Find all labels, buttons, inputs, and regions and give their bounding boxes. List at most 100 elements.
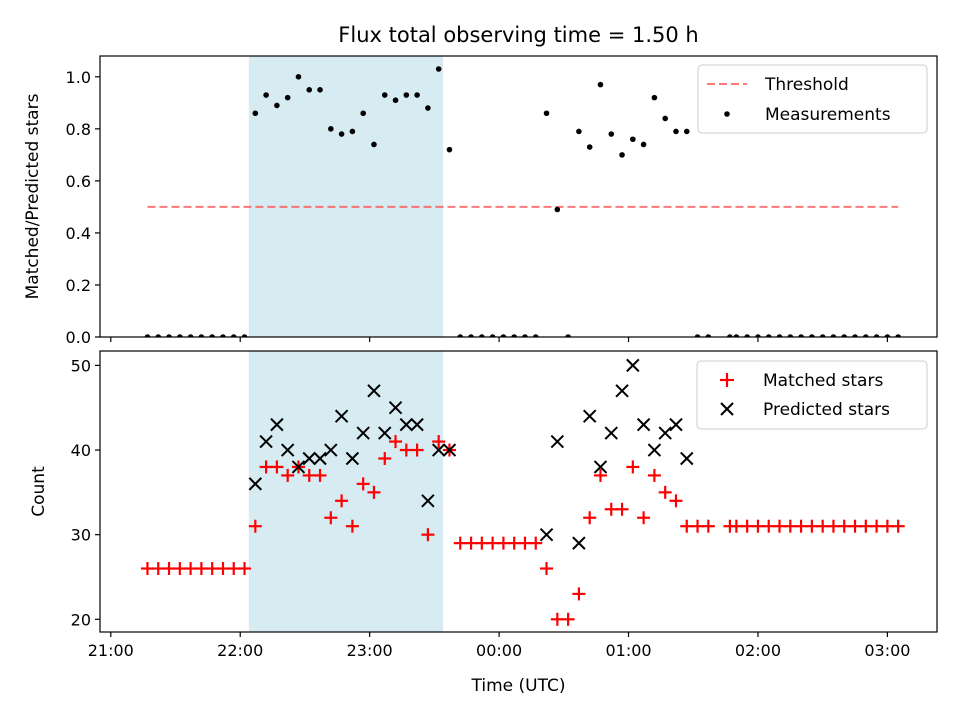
top-legend: Threshold Measurements [697, 64, 928, 134]
measurement-point [662, 115, 668, 122]
predicted-stars-point [582, 409, 597, 423]
predicted-stars-point [410, 417, 424, 432]
measurement-point [328, 126, 334, 132]
measurement-point [338, 131, 345, 137]
predicted-stars-point [399, 417, 414, 432]
matched-stars-point [421, 528, 435, 542]
measurement-point [755, 334, 761, 337]
measurement-point [241, 334, 248, 337]
matched-stars-point [248, 519, 262, 533]
measurement-point [381, 92, 388, 98]
predicted-stars-point [356, 426, 370, 440]
measurement-point [284, 94, 291, 101]
measurement-point [733, 334, 740, 337]
bottom-legend: Matched stars Predicted stars [696, 360, 928, 430]
measurement-point [863, 334, 869, 337]
legend-measurements-swatch [724, 111, 730, 117]
measurement-point [198, 334, 205, 337]
measurement-point [532, 334, 539, 337]
measurement-point [187, 334, 194, 337]
matched-stars-point [367, 485, 381, 499]
predicted-stars-point [680, 451, 694, 466]
top-legend-box [697, 64, 928, 134]
matched-stars-point [891, 519, 905, 533]
bottom-y-tick-label: 20 [71, 610, 91, 629]
measurement-point [744, 334, 750, 337]
top-y-axis-label: Matched/Predicted stars [23, 93, 43, 299]
measurement-point [830, 334, 837, 337]
bottom-legend-box [696, 360, 928, 430]
matched-stars-point [324, 511, 338, 525]
predicted-stars-point [431, 443, 446, 457]
measurement-point [500, 334, 507, 337]
measurement-point [274, 102, 280, 109]
x-tick-label: 22:00 [217, 641, 263, 660]
matched-stars-point [313, 468, 327, 482]
measurement-point [446, 146, 453, 153]
x-tick-label: 02:00 [735, 641, 781, 660]
top-y-tick-label: 1.0 [66, 68, 91, 87]
predicted-stars-point [593, 460, 608, 474]
measurement-point [543, 110, 550, 117]
measurement-point [263, 92, 269, 98]
measurement-point [511, 334, 517, 337]
bottom-axes-frame [99, 350, 938, 633]
measurement-point [371, 141, 377, 148]
predicted-stars-point [658, 426, 672, 440]
measurement-point [144, 334, 151, 337]
predicted-stars-point [367, 384, 381, 398]
matched-stars-point [270, 460, 284, 474]
predicted-stars-point [324, 443, 338, 457]
measurement-point [177, 334, 183, 337]
matched-stars-point [410, 443, 424, 457]
legend-predicted-swatch [720, 402, 734, 416]
bottom-shaded-region [248, 351, 443, 632]
measurement-point [586, 144, 593, 150]
predicted-stars-point [378, 426, 392, 440]
measurement-point [809, 334, 815, 337]
measurement-point [705, 334, 712, 337]
predicted-stars-point [259, 434, 273, 449]
bottom-y-tick-label: 30 [71, 526, 91, 545]
predicted-stars-point [442, 443, 457, 457]
matched-stars-point [432, 435, 446, 449]
measurement-point [479, 334, 485, 337]
predicted-stars-point [421, 494, 435, 508]
matched-stars-point [335, 494, 349, 508]
top-panel: 0.0 0.2 0.4 0.6 0.8 1.0 Threshold Measurement… [66, 55, 938, 347]
measurement-point [392, 97, 399, 104]
matched-stars-point [701, 519, 715, 533]
matched-stars-point [647, 468, 661, 482]
bottom-panel: 20 30 40 50 21:00 22:00 23:00 00:00 01:00 02:00 0… [71, 350, 938, 660]
measurement-point [554, 206, 561, 213]
x-tick-label: 00:00 [476, 641, 522, 660]
x-tick-label: 23:00 [347, 641, 393, 660]
measurement-point [787, 334, 794, 337]
matched-stars-point [626, 460, 640, 474]
legend-matched-label: Matched stars [763, 371, 883, 391]
legend-threshold-label: Threshold [764, 75, 849, 95]
predicted-stars-point [302, 451, 316, 466]
top-axes-frame [99, 55, 938, 338]
measurement-point [349, 128, 356, 135]
predicted-stars-point [615, 384, 629, 398]
matched-stars-point [389, 435, 403, 449]
top-y-tick-label: 0.6 [66, 172, 91, 191]
predicted-stars-point [550, 434, 565, 449]
predicted-stars-point [539, 527, 554, 542]
measurement-point [220, 334, 226, 337]
predicted-stars-point [636, 417, 651, 432]
measurement-point [873, 334, 880, 337]
measurement-point [155, 334, 162, 337]
legend-measurements-label: Measurements [765, 105, 891, 125]
matched-stars-point [561, 612, 575, 626]
measurement-point [435, 66, 442, 72]
matched-stars-point [281, 468, 295, 482]
measurement-point [895, 334, 901, 337]
x-axis-label: Time (UTC) [471, 676, 566, 696]
measurement-point [640, 141, 647, 148]
predicted-stars-point [669, 417, 683, 432]
measurement-point [884, 334, 891, 337]
measurement-point [619, 152, 625, 158]
